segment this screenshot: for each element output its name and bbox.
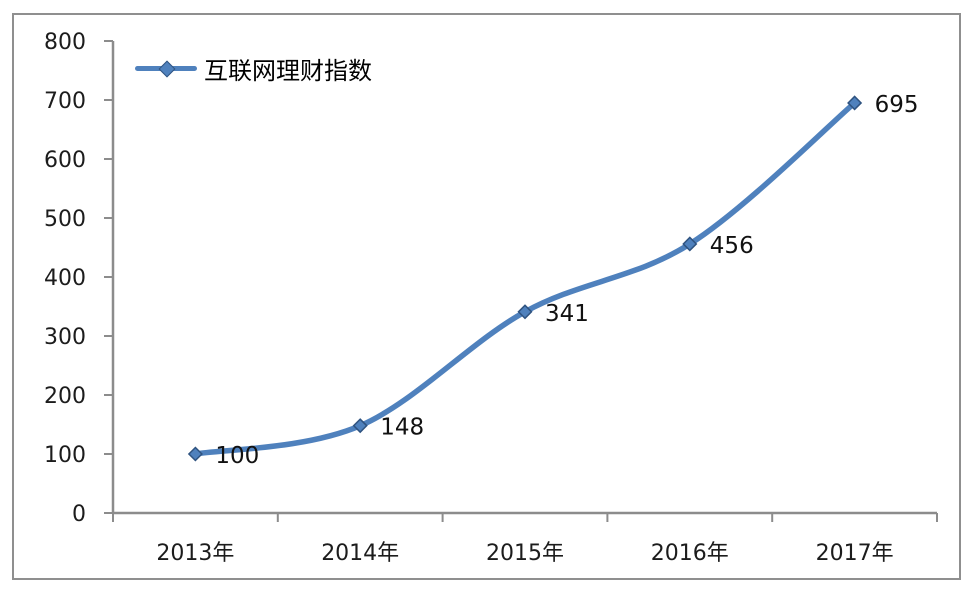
- y-axis-tick-label: 300: [44, 325, 86, 350]
- data-point-label: 148: [380, 415, 424, 441]
- data-point-label: 341: [545, 301, 589, 327]
- legend-diamond-icon: [158, 60, 176, 78]
- data-point-marker: [517, 304, 533, 320]
- y-axis-tick-label: 600: [44, 148, 86, 173]
- y-axis-tick-label: 0: [72, 502, 86, 527]
- y-axis-tick-label: 700: [44, 89, 86, 114]
- y-axis-tick-label: 500: [44, 207, 86, 232]
- x-axis-tick-label: 2013年: [156, 541, 234, 566]
- x-axis-tick-label: 2016年: [651, 541, 729, 566]
- data-point-marker: [187, 446, 203, 462]
- data-point-label: 100: [215, 443, 259, 469]
- legend-label: 互联网理财指数: [204, 58, 372, 85]
- series-line: [192, 100, 858, 457]
- data-point-marker: [682, 236, 698, 252]
- legend: 互联网理财指数: [135, 55, 372, 85]
- data-point-label: 695: [875, 92, 919, 118]
- legend-line-marker-icon: [135, 59, 197, 78]
- y-axis-tick-label: 400: [44, 266, 86, 291]
- data-point-label: 456: [710, 233, 754, 259]
- y-axis-tick-label: 200: [44, 384, 86, 409]
- data-point-marker: [847, 95, 863, 111]
- x-axis-tick-label: 2014年: [321, 541, 399, 566]
- y-axis-tick-label: 800: [44, 30, 86, 55]
- x-axis-tick-label: 2017年: [816, 541, 894, 566]
- y-axis-tick-label: 100: [44, 443, 86, 468]
- data-point-marker: [352, 418, 368, 434]
- image-frame: [12, 13, 961, 580]
- x-axis-tick-label: 2015年: [486, 541, 564, 566]
